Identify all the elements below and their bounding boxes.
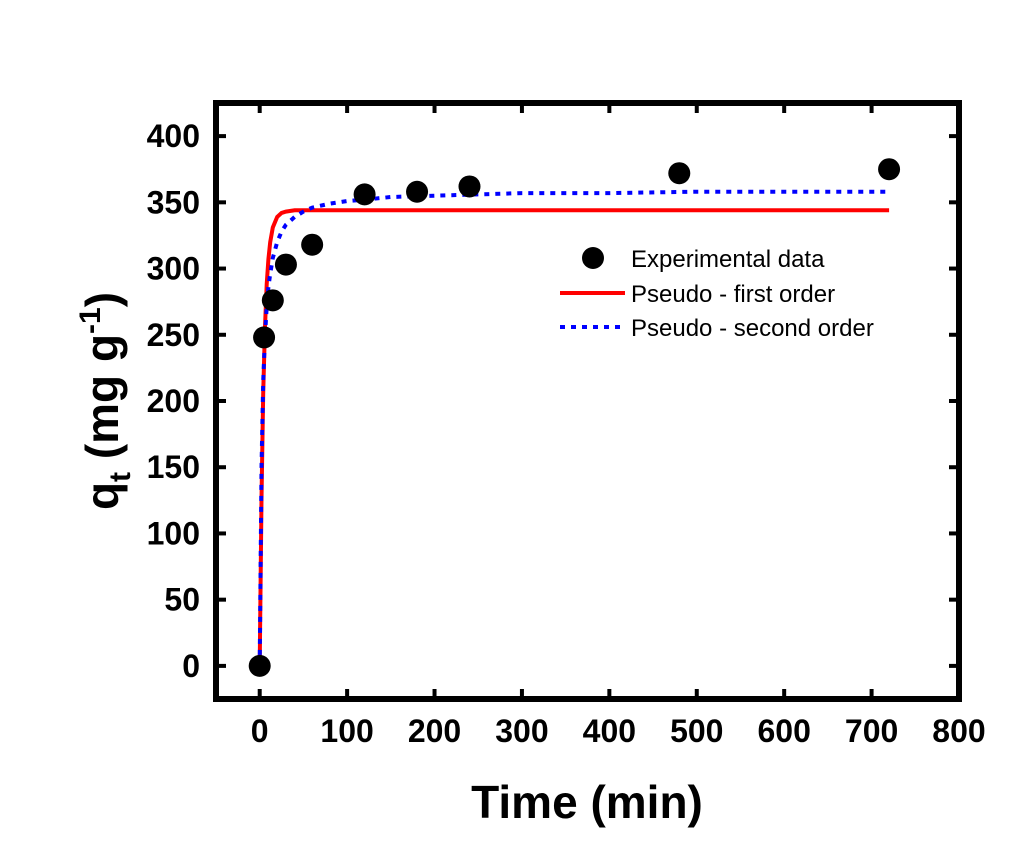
legend-marker-experimental bbox=[582, 247, 604, 269]
x-tick-label: 800 bbox=[932, 713, 985, 749]
x-tick-labels: 0 100 200 300 400 500 600 700 800 bbox=[251, 713, 986, 749]
experimental-point bbox=[248, 654, 271, 677]
experimental-point bbox=[668, 162, 691, 185]
legend: Experimental data Pseudo - first order P… bbox=[560, 246, 874, 342]
y-tick-label: 350 bbox=[147, 184, 200, 220]
x-axis-title: Time (min) bbox=[471, 776, 703, 828]
y-tick-label: 300 bbox=[147, 251, 200, 287]
y-tick-label: 50 bbox=[164, 582, 200, 618]
experimental-point bbox=[878, 158, 901, 181]
y-tick-label: 400 bbox=[147, 118, 200, 154]
experimental-point bbox=[253, 326, 276, 349]
y-axis-title-close: ) bbox=[76, 292, 128, 307]
experimental-point bbox=[406, 180, 429, 203]
x-tick-label: 400 bbox=[583, 713, 636, 749]
x-tick-label: 500 bbox=[670, 713, 723, 749]
y-tick-label: 100 bbox=[147, 515, 200, 551]
axis-ticks bbox=[216, 103, 961, 699]
y-tick-label: 0 bbox=[182, 648, 200, 684]
experimental-point bbox=[301, 233, 324, 256]
x-tick-label: 300 bbox=[495, 713, 548, 749]
y-axis-title-sub: t bbox=[104, 472, 137, 482]
y-axis-title: qt (mg g-1) bbox=[74, 292, 137, 510]
y-axis-title-rest: (mg g bbox=[76, 334, 128, 472]
y-tick-label: 250 bbox=[147, 317, 200, 353]
x-tick-label: 700 bbox=[845, 713, 898, 749]
y-tick-label: 200 bbox=[147, 383, 200, 419]
x-tick-label: 600 bbox=[757, 713, 810, 749]
legend-label-first-order: Pseudo - first order bbox=[631, 281, 835, 308]
experimental-point bbox=[274, 253, 297, 276]
y-axis-title-sup: -1 bbox=[74, 307, 107, 334]
y-tick-label: 150 bbox=[147, 449, 200, 485]
x-tick-label: 200 bbox=[408, 713, 461, 749]
y-axis-title-main: q bbox=[76, 482, 128, 510]
pseudo-first-order-line bbox=[257, 208, 890, 666]
legend-label-second-order: Pseudo - second order bbox=[631, 315, 874, 342]
y-tick-labels: 0 50 100 150 200 250 300 350 400 bbox=[147, 118, 200, 684]
pseudo-second-order-line bbox=[257, 189, 890, 666]
x-tick-label: 100 bbox=[320, 713, 373, 749]
experimental-point bbox=[458, 175, 481, 198]
experimental-point bbox=[353, 183, 376, 206]
legend-label-experimental: Experimental data bbox=[631, 246, 825, 273]
series-lines bbox=[257, 189, 890, 666]
experimental-points bbox=[248, 158, 901, 677]
x-tick-label: 0 bbox=[251, 713, 269, 749]
experimental-point bbox=[261, 289, 284, 312]
